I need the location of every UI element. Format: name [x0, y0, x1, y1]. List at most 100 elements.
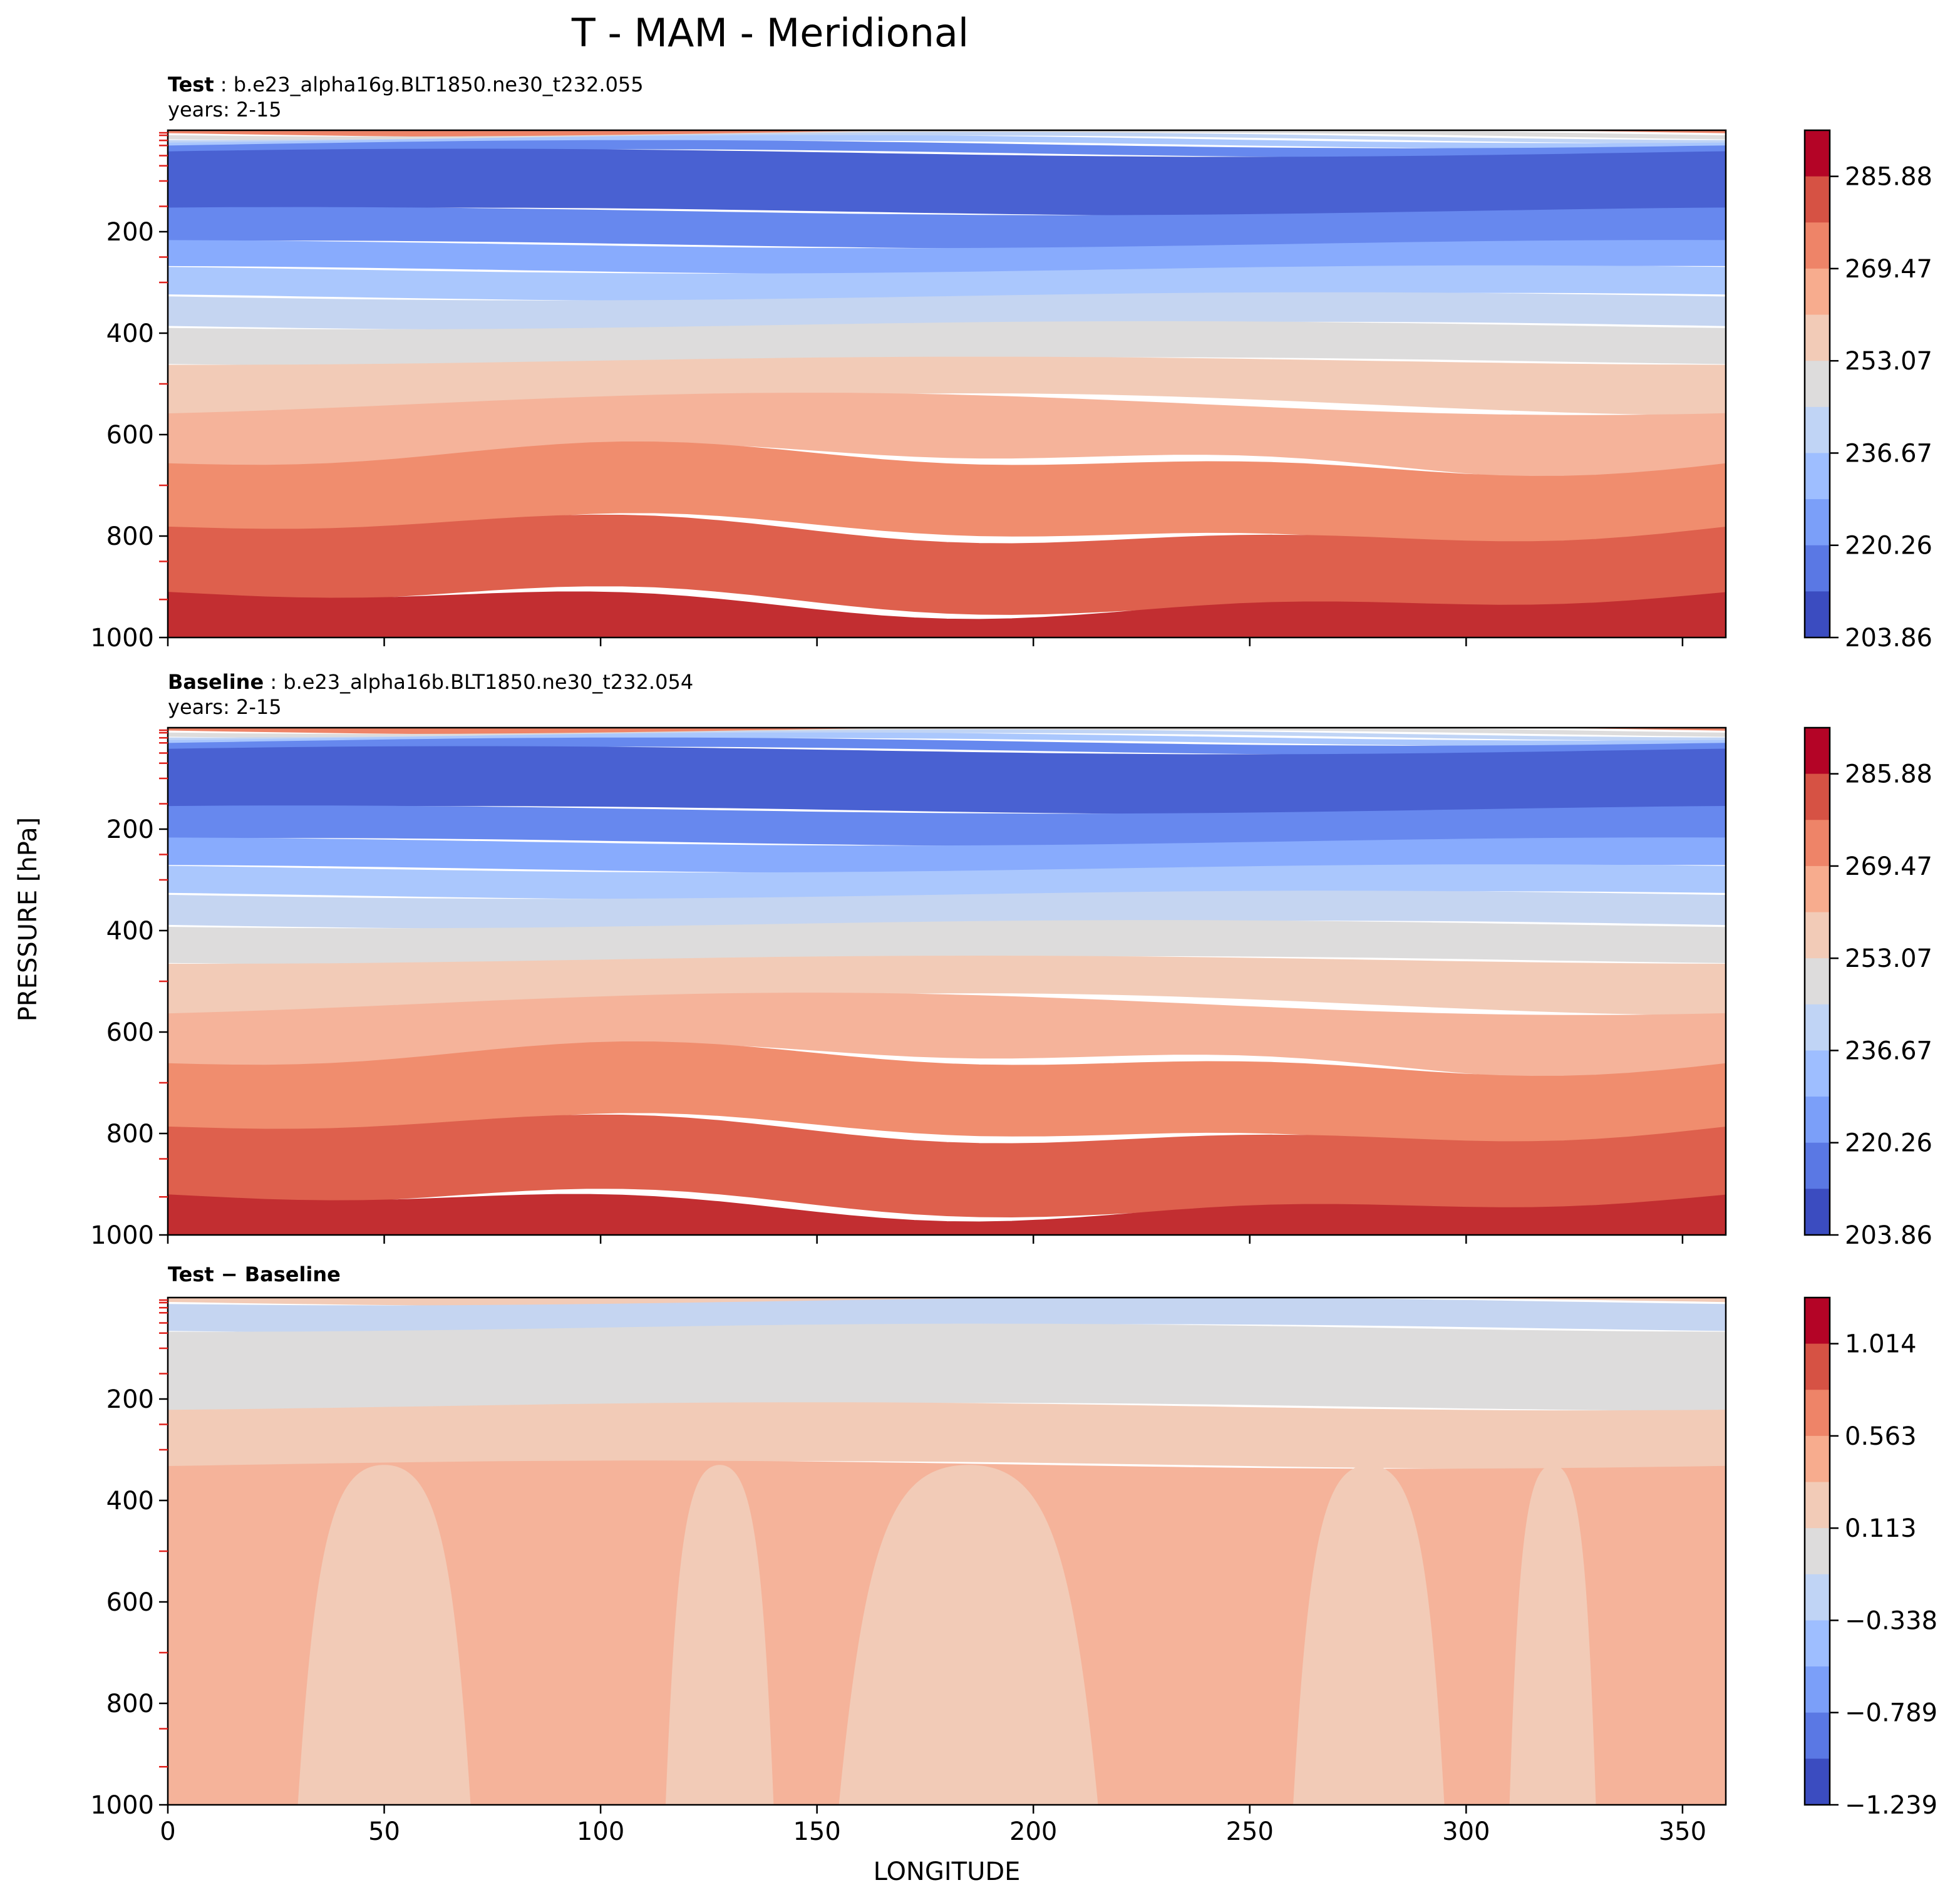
colorbar-tick-label: −1.239 — [1845, 1791, 1937, 1820]
panel-years: years: 2-15 — [168, 695, 282, 719]
contour-region — [838, 1465, 1098, 1805]
panel-title: Test : b.e23_alpha16g.BLT1850.ne30_t232.… — [168, 73, 644, 96]
colorbar-segment — [1805, 1758, 1830, 1805]
y-tick-label: 1000 — [90, 1221, 154, 1250]
colorbar-segment — [1805, 728, 1830, 775]
colorbar-segment — [1805, 545, 1830, 592]
colorbar-tick-label: 269.47 — [1845, 852, 1932, 881]
y-axis-label: PRESSURE [hPa] — [14, 817, 43, 1021]
contour-field — [168, 728, 1726, 1235]
contour-region — [1293, 1465, 1445, 1805]
x-tick-label: 200 — [1009, 1817, 1057, 1846]
colorbar-tick-label: 269.47 — [1845, 255, 1932, 284]
y-tick-label: 600 — [106, 421, 154, 450]
panel-title: Test − Baseline — [168, 1262, 341, 1286]
colorbar-segment — [1805, 1574, 1830, 1621]
colorbar-segment — [1805, 499, 1830, 546]
colorbar-segment — [1805, 361, 1830, 408]
y-tick-label: 600 — [106, 1018, 154, 1047]
colorbar-segment — [1805, 1004, 1830, 1051]
panel-baseline: Baseline : b.e23_alpha16b.BLT1850.ne30_t… — [90, 670, 1932, 1250]
contour-field — [168, 1298, 1726, 1805]
x-tick-label: 50 — [368, 1817, 400, 1846]
y-tick-label: 200 — [106, 815, 154, 844]
y-tick-label: 200 — [106, 1385, 154, 1414]
colorbar-tick-label: −0.789 — [1845, 1699, 1937, 1728]
colorbar-segment — [1805, 1189, 1830, 1236]
contour-band — [168, 1114, 1726, 1218]
colorbar-segment — [1805, 820, 1830, 867]
y-tick-label: 800 — [106, 1690, 154, 1718]
y-tick-label: 400 — [106, 917, 154, 946]
colorbar-tick-label: 236.67 — [1845, 1036, 1932, 1065]
colorbar-segment — [1805, 912, 1830, 959]
colorbar-tick-label: 285.88 — [1845, 163, 1932, 192]
panel-title: Baseline : b.e23_alpha16b.BLT1850.ne30_t… — [168, 670, 693, 694]
colorbar-segment — [1805, 958, 1830, 1005]
colorbar-segment — [1805, 176, 1830, 223]
colorbar-segment — [1805, 1142, 1830, 1189]
contour-band — [168, 240, 1726, 274]
colorbar-segment — [1805, 268, 1830, 316]
colorbar-segment — [1805, 453, 1830, 500]
colorbar-segment — [1805, 1620, 1830, 1667]
contour-band — [168, 737, 1726, 755]
y-tick-label: 200 — [106, 218, 154, 247]
contour-band — [168, 148, 1726, 216]
colorbar-segment — [1805, 1712, 1830, 1759]
contour-band — [168, 1041, 1726, 1148]
contour-band — [168, 1323, 1726, 1412]
contour-band — [168, 140, 1726, 158]
contour-region — [665, 1465, 774, 1805]
colorbar-tick-label: 236.67 — [1845, 439, 1932, 468]
colorbar-segment — [1805, 1528, 1830, 1575]
x-tick-label: 300 — [1442, 1817, 1490, 1846]
colorbar-tick-label: 253.07 — [1845, 347, 1932, 376]
figure-title: T - MAM - Meridional — [571, 10, 969, 56]
panel-title-rest: : b.e23_alpha16b.BLT1850.ne30_t232.054 — [264, 670, 693, 694]
contour-band — [168, 514, 1726, 615]
colorbar: 285.88 269.47 253.07 236.67 220.26 203.86 — [1803, 129, 1932, 653]
contour-band — [168, 441, 1726, 548]
x-tick-label: 350 — [1659, 1817, 1706, 1846]
contour-band — [168, 207, 1726, 249]
y-tick-label: 400 — [106, 319, 154, 348]
colorbar-tick-label: 253.07 — [1845, 944, 1932, 973]
x-tick-label: 250 — [1226, 1817, 1274, 1846]
colorbar-tick-label: 203.86 — [1845, 624, 1932, 653]
colorbar-tick-label: 1.014 — [1845, 1330, 1917, 1359]
colorbar-tick-label: 0.113 — [1845, 1514, 1917, 1543]
y-tick-label: 400 — [106, 1487, 154, 1515]
y-tick-label: 800 — [106, 522, 154, 551]
colorbar-segment — [1805, 1298, 1830, 1345]
panel-title-rest: : b.e23_alpha16g.BLT1850.ne30_t232.055 — [214, 73, 644, 96]
colorbar-segment — [1805, 406, 1830, 453]
y-tick-label: 600 — [106, 1588, 154, 1617]
colorbar: 285.88 269.47 253.07 236.67 220.26 203.86 — [1803, 726, 1932, 1250]
x-tick-label: 100 — [577, 1817, 624, 1846]
colorbar-tick-label: 285.88 — [1845, 760, 1932, 789]
colorbar-segment — [1805, 1343, 1830, 1390]
colorbar-segment — [1805, 1482, 1830, 1529]
panel-years: years: 2-15 — [168, 98, 282, 121]
colorbar-segment — [1805, 865, 1830, 913]
contour-band — [168, 837, 1726, 874]
panel-title-bold: Baseline — [168, 670, 264, 694]
colorbar-tick-label: −0.338 — [1845, 1606, 1937, 1635]
panel-title-bold: Test — [168, 73, 214, 96]
x-axis-label: LONGITUDE — [874, 1857, 1021, 1886]
panel-title-bold: Test − Baseline — [168, 1262, 341, 1286]
colorbar-segment — [1805, 773, 1830, 820]
colorbar-segment — [1805, 222, 1830, 269]
contour-band — [168, 591, 1726, 638]
contour-region — [1509, 1465, 1596, 1805]
colorbar-segment — [1805, 1435, 1830, 1483]
colorbar-segment — [1805, 591, 1830, 638]
contour-field — [168, 130, 1726, 638]
colorbar: 1.014 0.563 0.113 −0.338 −0.789 −1.239 — [1803, 1296, 1937, 1820]
contour-band — [168, 805, 1726, 847]
colorbar-segment — [1805, 1097, 1830, 1144]
colorbar-tick-label: 220.26 — [1845, 1129, 1932, 1158]
